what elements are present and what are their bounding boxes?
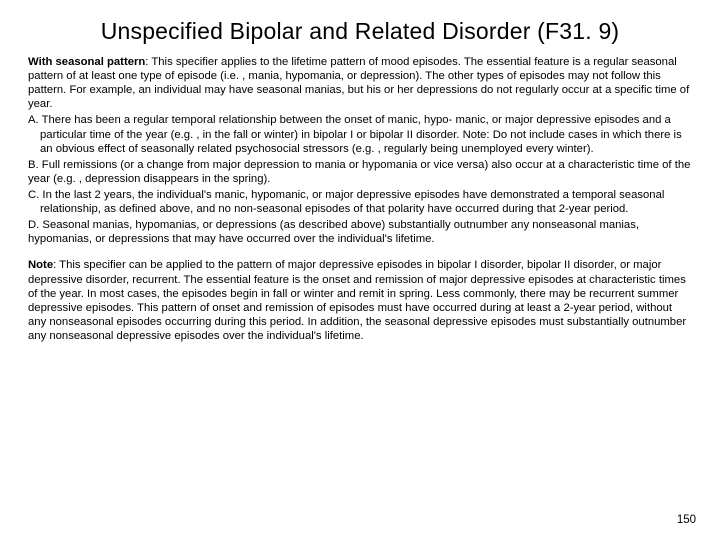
- spacer: [28, 248, 692, 258]
- criterion-c: C. In the last 2 years, the individual's…: [28, 188, 692, 216]
- intro-label: With seasonal pattern: [28, 56, 145, 68]
- body-text: With seasonal pattern: This specifier ap…: [28, 55, 692, 343]
- criterion-b: B. Full remissions (or a change from maj…: [28, 158, 692, 186]
- intro-paragraph: With seasonal pattern: This specifier ap…: [28, 55, 692, 111]
- criterion-d: D. Seasonal manias, hypomanias, or depre…: [28, 218, 692, 246]
- criterion-a: A. There has been a regular temporal rel…: [28, 113, 692, 155]
- note-paragraph: Note: This specifier can be applied to t…: [28, 258, 692, 343]
- note-text: : This specifier can be applied to the p…: [28, 259, 686, 342]
- page-title: Unspecified Bipolar and Related Disorder…: [28, 18, 692, 45]
- note-label: Note: [28, 259, 53, 271]
- slide: Unspecified Bipolar and Related Disorder…: [0, 0, 720, 540]
- page-number: 150: [677, 514, 696, 526]
